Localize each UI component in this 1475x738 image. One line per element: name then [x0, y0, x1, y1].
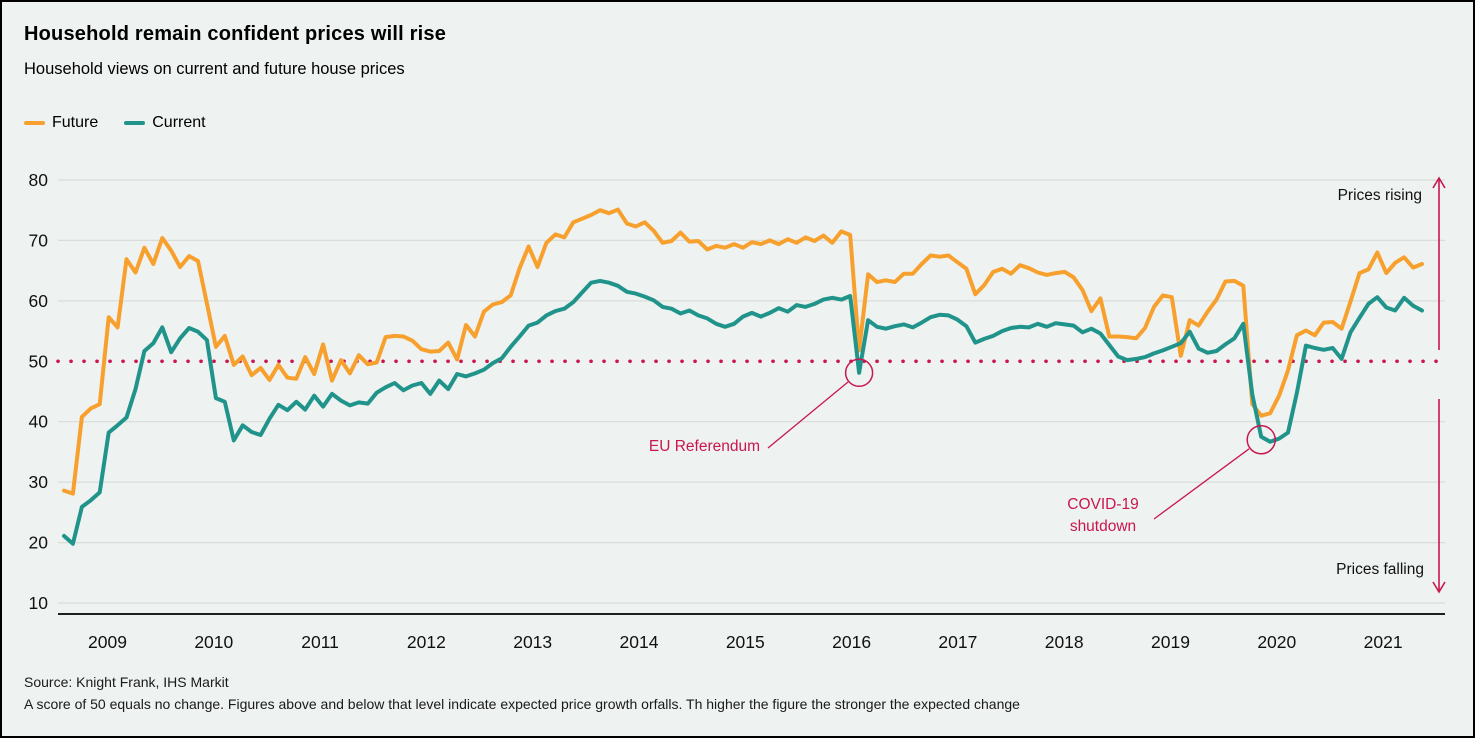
x-tick-label: 2013: [513, 632, 552, 652]
legend-label-current: Current: [152, 114, 206, 131]
current-line: [62, 278, 1424, 546]
eu-referendum-circle: [844, 358, 874, 388]
legend-item-future: Future: [24, 114, 98, 132]
current-line-swatch-icon: [124, 120, 146, 126]
covid-pointer: [1153, 448, 1250, 520]
x-tick-label: 2009: [88, 632, 127, 652]
legend: Future Current: [24, 114, 206, 132]
eu-referendum-pointer: [767, 381, 849, 449]
x-tick-label: 2010: [194, 632, 233, 652]
y-tick-label: 30: [29, 472, 49, 492]
covid-annotation: COVID-19 shutdown: [1023, 494, 1183, 539]
up-arrowhead-icon: [1432, 176, 1446, 189]
y-tick-label: 60: [29, 291, 49, 311]
y-tick-label: 70: [29, 230, 49, 250]
x-tick-label: 2016: [832, 632, 871, 652]
x-tick-label: 2012: [407, 632, 446, 652]
eu-referendum-annotation: EU Referendum: [648, 438, 760, 455]
covid-annotation-line2: shutdown: [1069, 518, 1137, 536]
y-tick-label: 40: [29, 412, 49, 432]
future-line: [62, 207, 1424, 496]
x-tick-label: 2021: [1364, 632, 1403, 652]
chart-subtitle: Household views on current and future ho…: [24, 60, 405, 78]
y-tick-label: 20: [29, 533, 49, 553]
covid-annotation-line1: COVID-19: [1067, 496, 1139, 513]
prices-rising-label: Prices rising: [1337, 187, 1422, 204]
covid-circle: [1246, 425, 1276, 455]
x-tick-label: 2014: [620, 632, 659, 652]
x-tick-label: 2015: [726, 632, 765, 652]
legend-item-current: Current: [124, 114, 206, 132]
source-text: Source: Knight Frank, IHS Markit: [24, 674, 229, 690]
y-tick-label: 10: [29, 593, 49, 613]
prices-falling-label: Prices falling: [1336, 561, 1424, 578]
x-tick-label: 2017: [938, 632, 977, 652]
x-tick-label: 2020: [1257, 632, 1296, 652]
x-tick-label: 2019: [1151, 632, 1190, 652]
x-tick-label: 2011: [301, 632, 339, 652]
down-arrowhead-icon: [1432, 581, 1446, 594]
y-tick-label: 50: [29, 351, 49, 371]
chart-title: Household remain confident prices will r…: [24, 23, 447, 45]
y-tick-label: 80: [29, 170, 49, 190]
future-line-swatch-icon: [24, 120, 45, 126]
footnote-text: A score of 50 equals no change. Figures …: [24, 696, 1020, 712]
legend-label-future: Future: [52, 114, 99, 131]
x-tick-label: 2018: [1045, 632, 1084, 652]
